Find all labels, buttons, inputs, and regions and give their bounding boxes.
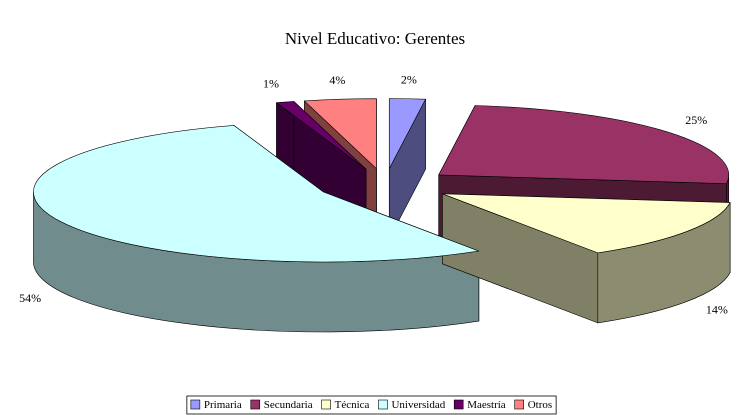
data-label: 2% [401, 73, 417, 87]
data-label: 4% [329, 73, 345, 87]
legend-swatch [453, 399, 464, 410]
slice [33, 125, 480, 263]
slice [442, 193, 731, 254]
chart-title: Nivel Educativo: Gerentes [285, 29, 465, 48]
legend-swatch [378, 399, 388, 410]
data-labels: 2% 25% 14% 54% 1% 4% [19, 73, 728, 317]
data-label: 1% [263, 76, 279, 90]
legend-swatch [250, 399, 261, 410]
slice [276, 101, 367, 170]
legend-swatch [514, 399, 524, 410]
legend-label: Técnica [335, 399, 370, 411]
data-label: 14% [706, 303, 728, 317]
slice [304, 98, 377, 170]
slice [438, 105, 729, 185]
data-label: 54% [19, 291, 41, 305]
slice [388, 98, 426, 169]
legend-swatch [190, 399, 201, 410]
legend-box [186, 395, 557, 415]
legend-label: Otros [528, 399, 552, 411]
legend-label: Universidad [391, 399, 445, 411]
legend-swatch [321, 399, 331, 410]
legend-label: Primaria [204, 399, 242, 411]
data-label: 25% [685, 113, 707, 127]
legend-label: Secundaria [264, 399, 313, 411]
legend-label: Maestría [467, 399, 506, 411]
legend: Primaria Secundaria Técnica Universidad Maes… [186, 395, 557, 415]
slice-tops [33, 98, 731, 263]
